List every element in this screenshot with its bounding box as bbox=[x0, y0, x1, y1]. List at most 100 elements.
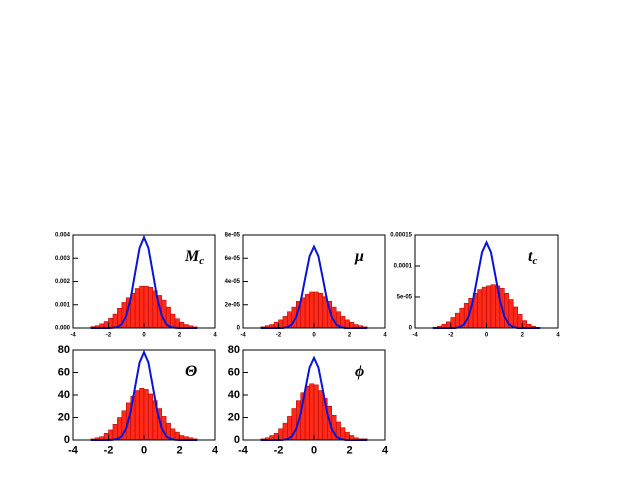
y-tick-label: 4e-05 bbox=[225, 279, 241, 285]
histogram-bar bbox=[309, 291, 315, 329]
x-tick-label: 4 bbox=[213, 332, 217, 338]
histogram-bar bbox=[490, 284, 496, 329]
histogram-bar bbox=[344, 431, 350, 441]
panel-label: tc bbox=[528, 248, 537, 267]
y-tick-label: 0.001 bbox=[55, 302, 71, 308]
histogram-bar bbox=[313, 291, 319, 329]
panel-label-main: Θ bbox=[185, 363, 197, 380]
histogram-bar bbox=[278, 428, 284, 441]
x-tick-label: -4 bbox=[68, 445, 79, 457]
histogram-bar bbox=[477, 289, 483, 329]
x-tick-label: 4 bbox=[382, 445, 389, 457]
y-tick-label: 40 bbox=[58, 389, 70, 401]
panel: 0.000 0.001 0.002 0.003 0.004 -4 -2 0 2 4 Mc bbox=[55, 233, 217, 339]
histogram-bar bbox=[486, 285, 492, 329]
panel-label: Θ bbox=[185, 363, 197, 380]
histogram-bar bbox=[112, 424, 118, 441]
histogram-bar bbox=[174, 318, 180, 329]
panel-label-sub: c bbox=[532, 255, 537, 267]
panel-label-sub: c bbox=[199, 255, 204, 267]
x-tick-label: -2 bbox=[104, 445, 114, 457]
histogram-bar bbox=[134, 390, 140, 441]
y-tick-label: 2e-05 bbox=[225, 302, 241, 308]
x-tick-label: -4 bbox=[240, 332, 246, 338]
y-tick-label: 0.003 bbox=[55, 256, 71, 262]
x-tick-label: 4 bbox=[383, 332, 387, 338]
histogram-bar bbox=[313, 384, 319, 441]
y-tick-label: 20 bbox=[228, 411, 240, 423]
histogram-bar bbox=[112, 313, 118, 329]
histogram-bar bbox=[304, 385, 310, 441]
x-tick-label: -2 bbox=[106, 332, 112, 338]
histogram-bar bbox=[340, 427, 346, 441]
panel-label-main: μ bbox=[354, 248, 364, 265]
panel-label-main: M bbox=[184, 248, 200, 265]
x-tick-label: -2 bbox=[448, 332, 454, 338]
y-tick-label: 80 bbox=[58, 344, 70, 356]
y-tick-label: 0.000 bbox=[55, 326, 71, 332]
panel: 0 2e-05 4e-05 6e-05 8e-05 -4 -2 0 2 4 μ bbox=[225, 233, 388, 339]
histogram-bar bbox=[170, 313, 176, 329]
y-tick-label: 0.00015 bbox=[390, 233, 412, 239]
y-tick-label: 0.004 bbox=[55, 233, 71, 239]
histogram-bar bbox=[108, 317, 114, 329]
histogram-bar bbox=[134, 288, 140, 329]
x-tick-label: 0 bbox=[142, 332, 146, 338]
panel: 0 20 40 60 80 -4 -2 0 2 4 Θ bbox=[58, 344, 219, 457]
y-tick-label: 0.002 bbox=[55, 279, 71, 285]
y-tick-label: 0 bbox=[234, 434, 240, 446]
y-tick-label: 40 bbox=[228, 389, 240, 401]
y-tick-label: 20 bbox=[58, 411, 70, 423]
x-tick-label: 0 bbox=[312, 332, 316, 338]
histogram-bar bbox=[282, 422, 288, 441]
histogram-bar bbox=[139, 388, 145, 441]
histogram-bar bbox=[143, 285, 149, 329]
histogram-bar bbox=[481, 286, 487, 329]
panel: 0 20 40 60 80 -4 -2 0 2 4 ϕ bbox=[228, 344, 389, 457]
histogram-bar bbox=[344, 319, 350, 329]
histogram-bar bbox=[513, 306, 519, 329]
histogram-bar bbox=[450, 317, 456, 329]
x-tick-label: 2 bbox=[176, 445, 182, 457]
y-tick-label: 8e-05 bbox=[225, 233, 241, 239]
y-tick-label: 5e-05 bbox=[397, 295, 413, 301]
y-tick-label: 60 bbox=[58, 366, 70, 378]
x-tick-label: 0 bbox=[485, 332, 489, 338]
y-tick-label: 80 bbox=[228, 344, 240, 356]
x-tick-label: 2 bbox=[348, 332, 352, 338]
histogram-bar bbox=[148, 393, 154, 441]
x-tick-label: 2 bbox=[178, 332, 182, 338]
histogram-bar bbox=[273, 433, 279, 441]
x-tick-label: -4 bbox=[70, 332, 76, 338]
histogram-bar bbox=[517, 314, 523, 329]
histogram-bar bbox=[148, 287, 154, 329]
y-tick-label: 0 bbox=[237, 326, 241, 332]
x-tick-label: 4 bbox=[556, 332, 560, 338]
histogram-bar bbox=[318, 390, 324, 441]
y-tick-label: 0 bbox=[64, 434, 70, 446]
histogram-bar bbox=[108, 429, 114, 441]
histogram-bar bbox=[454, 312, 460, 329]
x-tick-label: 0 bbox=[141, 445, 147, 457]
y-tick-label: 60 bbox=[228, 366, 240, 378]
y-tick-label: 0.0001 bbox=[394, 264, 413, 270]
histogram-bar bbox=[522, 320, 527, 329]
y-tick-label: 6e-05 bbox=[225, 256, 241, 262]
x-tick-label: 2 bbox=[521, 332, 525, 338]
panel-label-main: ϕ bbox=[355, 363, 364, 380]
panel-label: ϕ bbox=[355, 363, 364, 380]
panel-label: Mc bbox=[184, 248, 204, 267]
x-tick-label: -4 bbox=[412, 332, 418, 338]
panel-label-main: t bbox=[528, 248, 533, 265]
histogram-bar bbox=[103, 433, 109, 441]
x-tick-label: 0 bbox=[311, 445, 317, 457]
histogram-bar bbox=[139, 285, 145, 329]
histogram-bar bbox=[309, 383, 315, 441]
panel-label: μ bbox=[354, 248, 364, 265]
histogram-bar bbox=[143, 389, 149, 441]
x-tick-label: 2 bbox=[346, 445, 352, 457]
x-tick-label: -2 bbox=[276, 332, 282, 338]
x-tick-label: -4 bbox=[238, 445, 249, 457]
histogram-bar bbox=[304, 294, 310, 329]
